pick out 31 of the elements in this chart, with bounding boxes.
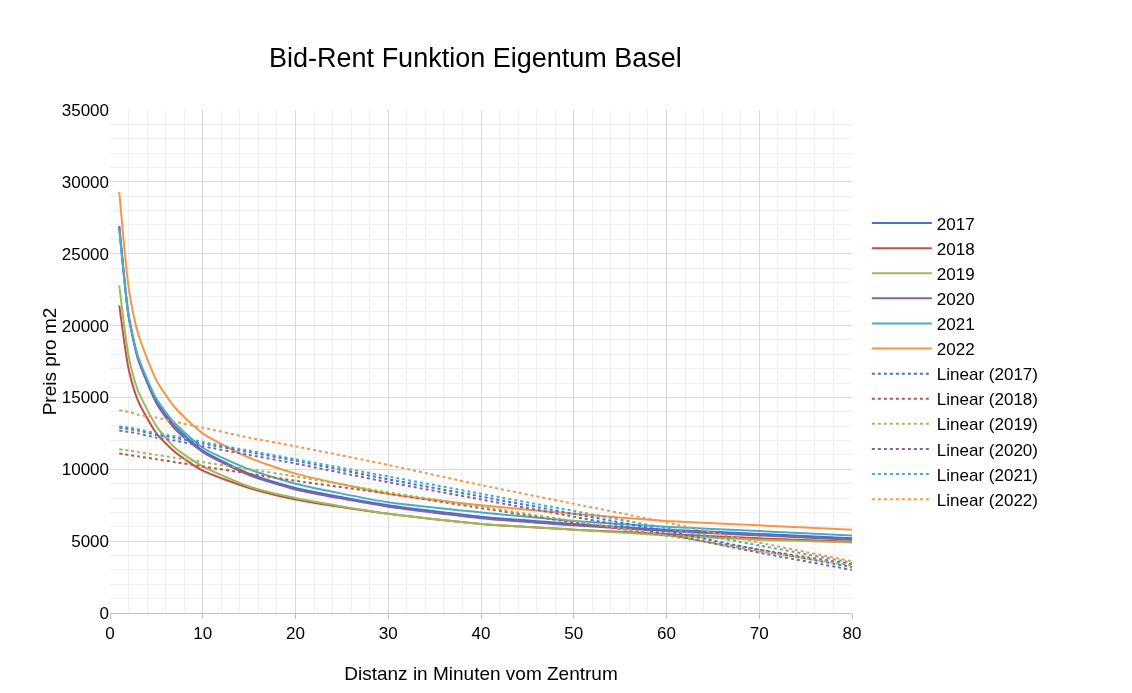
legend-label: Linear (2021) [936,465,1038,485]
legend-label: 2019 [936,264,975,284]
legend-label: Linear (2020) [936,440,1038,460]
y-axis-title: Preis pro m2 [38,307,60,416]
y-tick-label: 10000 [61,460,109,480]
x-tick-label: 10 [193,624,213,644]
x-axis-title: Distanz in Minuten vom Zentrum [344,663,618,684]
chart-title: Bid-Rent Funktion Eigentum Basel [269,43,682,74]
legend-label: Linear (2019) [936,415,1038,435]
legend-label: 2021 [936,315,975,335]
legend-label: 2017 [936,214,975,234]
legend-label: Linear (2022) [936,490,1038,510]
legend-label: Linear (2017) [936,365,1038,385]
x-tick-label: 50 [564,624,584,644]
x-tick-label: 30 [378,624,398,644]
legend-label: 2018 [936,239,975,259]
x-tick-label: 80 [842,624,862,644]
y-tick-label: 5000 [71,532,109,552]
x-tick-label: 20 [286,624,305,644]
y-tick-label: 25000 [61,244,109,264]
x-tick-label: 60 [657,624,676,644]
y-tick-label: 30000 [61,172,109,192]
y-tick-label: 0 [99,603,109,623]
x-tick-label: 70 [749,624,769,644]
x-tick-label: 40 [471,624,491,644]
legend-label: 2020 [936,289,975,309]
legend-label: 2022 [936,340,975,360]
legend-label: Linear (2018) [936,390,1038,410]
y-tick-label: 35000 [61,100,109,120]
y-tick-label: 20000 [61,316,109,336]
y-tick-label: 15000 [61,388,109,408]
